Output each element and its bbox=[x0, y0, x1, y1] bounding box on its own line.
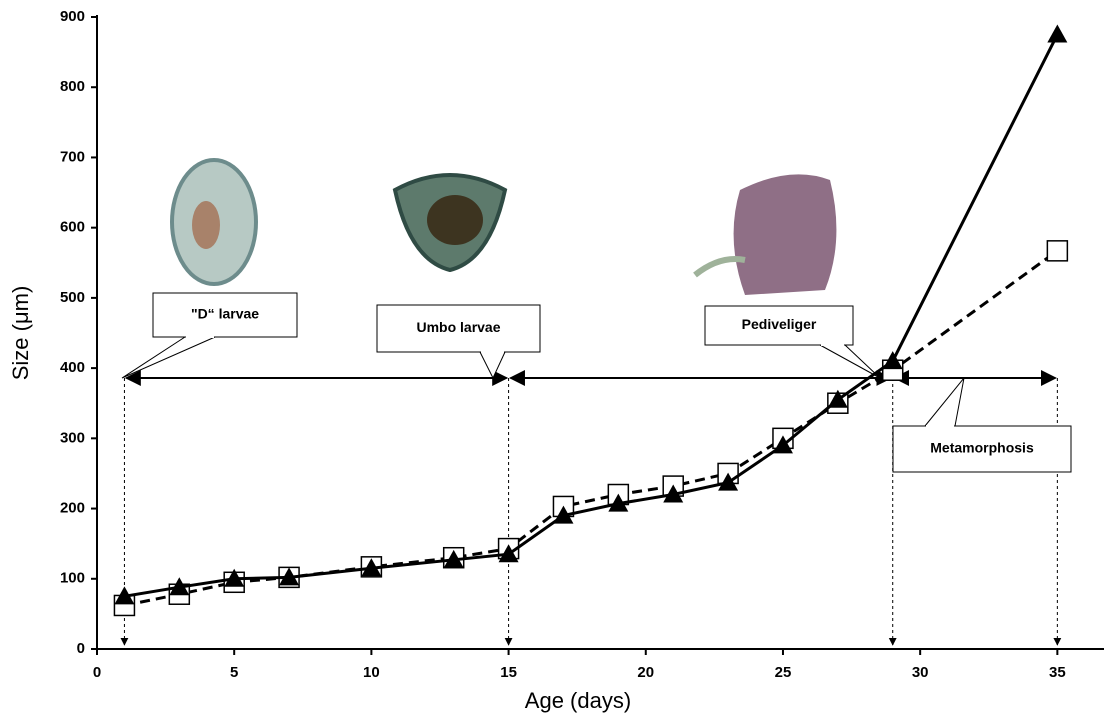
y-tick-label: 800 bbox=[60, 78, 85, 95]
triangle-marker bbox=[1047, 25, 1067, 43]
x-tick-label: 35 bbox=[1049, 664, 1066, 681]
y-tick-label: 900 bbox=[60, 8, 85, 25]
umbo-larva-detail bbox=[427, 195, 483, 245]
y-tick-label: 0 bbox=[77, 640, 85, 657]
x-tick-label: 25 bbox=[775, 664, 792, 681]
y-tick-label: 700 bbox=[60, 148, 85, 165]
y-tick-label: 300 bbox=[60, 429, 85, 446]
y-tick-label: 400 bbox=[60, 359, 85, 376]
callout-pointer bbox=[480, 352, 505, 378]
y-tick-label: 200 bbox=[60, 500, 85, 517]
x-axis-title: Age (days) bbox=[525, 688, 631, 713]
callout-pointer bbox=[122, 337, 215, 378]
y-tick-label: 600 bbox=[60, 219, 85, 236]
x-tick-label: 20 bbox=[637, 664, 654, 681]
chart: Age (days) Size (μm) 0100200300400500600… bbox=[0, 0, 1107, 717]
x-tick-label: 15 bbox=[500, 664, 517, 681]
y-tick-label: 500 bbox=[60, 289, 85, 306]
callout-pointer bbox=[925, 378, 964, 426]
y-tick-label: 100 bbox=[60, 570, 85, 587]
callout-label: Pediveliger bbox=[742, 316, 817, 332]
callout-label: Metamorphosis bbox=[930, 440, 1034, 456]
x-tick-label: 30 bbox=[912, 664, 929, 681]
pediveliger-image bbox=[734, 174, 837, 295]
callout-label: Umbo larvae bbox=[416, 319, 500, 335]
square-marker bbox=[1047, 241, 1067, 261]
x-tick-label: 0 bbox=[93, 664, 101, 681]
x-tick-label: 5 bbox=[230, 664, 238, 681]
callout-label: "D“ larvae bbox=[191, 306, 259, 322]
x-tick-label: 10 bbox=[363, 664, 380, 681]
larva-images bbox=[172, 160, 836, 295]
y-axis-title: Size (μm) bbox=[8, 286, 33, 381]
d-larva-detail bbox=[192, 201, 220, 249]
callout-pointer bbox=[820, 345, 880, 378]
